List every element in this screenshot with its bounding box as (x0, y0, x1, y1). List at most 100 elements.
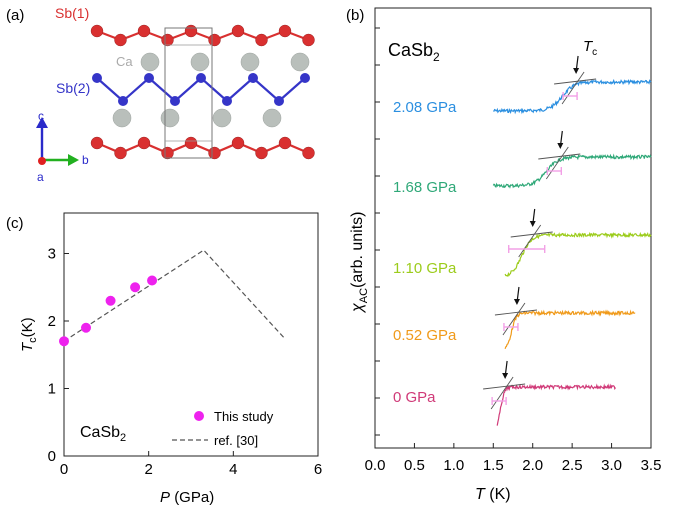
c-ytick-label: 2 (48, 313, 56, 330)
curve-label: 1.68 GPa (393, 179, 457, 196)
sb1-atom (302, 33, 315, 47)
tc-arrowhead (529, 221, 536, 227)
sb2-atom (300, 73, 310, 83)
c-xtick-label: 0 (60, 461, 68, 478)
sb1-bonds (96, 29, 309, 42)
c-xtick-label: 2 (144, 461, 152, 478)
curve-label: 2.08 GPa (393, 99, 457, 116)
panel-c-frame (63, 212, 319, 457)
tangent-line (545, 146, 569, 180)
b-xtick-label: 3.0 (601, 457, 622, 474)
chi-curve (496, 383, 617, 426)
sb1-lower-atom (255, 146, 268, 160)
legend-ref-label: ref. [30] (214, 433, 258, 448)
ca-atom (160, 108, 180, 128)
tangent-line (502, 302, 526, 336)
b-xtick-label: 1.0 (443, 457, 464, 474)
axis-b-label: b (82, 153, 89, 167)
axis-triad: c b a (36, 109, 89, 184)
tangent-line (554, 78, 597, 85)
sb1-lower-atom (137, 136, 151, 150)
panel-c-ticks: 0 2 4 6 0 1 2 3 (48, 246, 323, 479)
sb2-atom (196, 73, 206, 83)
b-xtick-label: 2.0 (522, 457, 543, 474)
panel-c-ylabel: Tc(K) (19, 317, 39, 352)
c-ytick-label: 3 (48, 246, 56, 263)
tangent-line (510, 231, 553, 238)
sb1-atom (184, 24, 198, 38)
study-point (147, 275, 158, 286)
panel-a: (a) Sb(1) Sb(2) Ca c b a (6, 5, 315, 184)
study-point (81, 322, 92, 333)
tangent-line (490, 376, 514, 410)
sb2-label: Sb(2) (56, 80, 90, 96)
sb1-atom (255, 33, 268, 47)
tangent-line (494, 309, 537, 316)
tc-arrowhead (573, 68, 580, 74)
panel-c-marks (59, 249, 285, 347)
panel-b-label: (b) (346, 7, 364, 24)
sb2-atom (92, 73, 102, 83)
sb1-atom (90, 24, 104, 38)
b-xtick-label: 0.0 (365, 457, 386, 474)
ref-30-line (63, 249, 285, 342)
ca-atom (262, 108, 282, 128)
sb1-atom (114, 33, 127, 47)
panel-b-material: CaSb2 (388, 40, 440, 64)
sb1-atom (161, 33, 174, 47)
ca-atom (140, 52, 160, 72)
ca-atom (112, 108, 132, 128)
panel-b-marks: 2.08 GPa 1.68 GPa 1.10 GPa 0.52 GPa 0 GPa (393, 55, 652, 426)
panel-c-label: (c) (6, 215, 24, 232)
b-xtick-label: 2.5 (562, 457, 583, 474)
c-ytick-label: 1 (48, 381, 56, 398)
unit-cell-box (164, 27, 213, 159)
sb2-atom (222, 96, 232, 106)
sb1-atom (137, 24, 151, 38)
panel-b-xlabel: T (K) (475, 486, 511, 503)
study-point (130, 282, 141, 293)
sb2-atom (144, 73, 154, 83)
sb1-atom (278, 24, 292, 38)
curve-label: 0 GPa (393, 389, 436, 406)
tc-arrowhead (502, 373, 509, 379)
study-point (105, 295, 116, 306)
c-ytick-label: 0 (48, 448, 56, 465)
ca-atom (190, 52, 210, 72)
legend-study-marker (194, 411, 204, 421)
ca-atom (290, 52, 310, 72)
ca-label: Ca (116, 54, 133, 69)
tc-arrowhead (557, 143, 564, 149)
sb1-lower-atom (90, 136, 104, 150)
c-axis-arrowhead (36, 117, 48, 128)
sb1-lower-atom (114, 146, 127, 160)
curve-label: 0.52 GPa (393, 327, 457, 344)
panel-b-ylabel: χAC(arb. units) (349, 212, 370, 314)
sb1-lower-atom (184, 136, 198, 150)
a-axis-dot (38, 157, 46, 165)
ca-atom (240, 52, 260, 72)
b-xtick-label: 1.5 (483, 457, 504, 474)
c-xtick-label: 6 (314, 461, 322, 478)
sb1-atom (231, 24, 245, 38)
panel-b-frame (374, 7, 652, 449)
sb1-atom (208, 33, 221, 47)
tangent-line (561, 71, 585, 105)
panel-c-material: CaSb2 (80, 424, 126, 444)
chi-curve (504, 309, 636, 349)
chi-curve (492, 153, 652, 189)
axis-a-label: a (37, 170, 44, 184)
tangent-line (483, 383, 526, 390)
sb1-lower-atom (278, 136, 292, 150)
sb2-atom (170, 96, 180, 106)
sb2-atom (274, 96, 284, 106)
study-point (59, 336, 69, 347)
b-xtick-label: 3.5 (641, 457, 662, 474)
tangent-line (518, 224, 542, 258)
b-xtick-label: 0.5 (404, 457, 425, 474)
axis-c-label: c (38, 109, 44, 123)
tangent-line (538, 153, 581, 160)
c-xtick-label: 4 (229, 461, 237, 478)
b-axis-arrowhead (68, 154, 79, 166)
